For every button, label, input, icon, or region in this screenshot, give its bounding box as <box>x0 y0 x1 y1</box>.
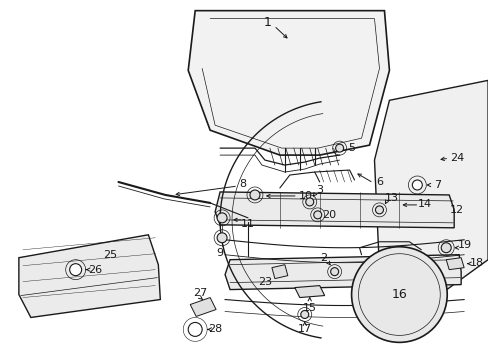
Polygon shape <box>188 11 388 155</box>
Circle shape <box>313 211 321 219</box>
Text: 14: 14 <box>417 199 431 209</box>
Polygon shape <box>215 192 453 228</box>
Text: 5: 5 <box>347 143 354 153</box>
Text: 3: 3 <box>316 185 323 195</box>
Text: 25: 25 <box>103 250 117 260</box>
Text: 15: 15 <box>302 302 316 312</box>
Polygon shape <box>190 298 216 316</box>
Polygon shape <box>224 255 460 289</box>
Text: 10: 10 <box>298 191 312 201</box>
Text: 8: 8 <box>239 179 246 189</box>
Polygon shape <box>271 265 287 279</box>
Text: 27: 27 <box>193 288 207 298</box>
Text: 23: 23 <box>257 276 271 287</box>
Text: 7: 7 <box>433 180 440 190</box>
Text: 12: 12 <box>449 205 463 215</box>
Text: 13: 13 <box>384 193 398 203</box>
Text: 1: 1 <box>264 16 271 29</box>
Circle shape <box>217 213 226 223</box>
Text: 11: 11 <box>241 219 254 229</box>
Circle shape <box>188 323 202 336</box>
Text: 26: 26 <box>88 265 102 275</box>
Text: 2: 2 <box>320 253 326 263</box>
Circle shape <box>351 247 447 342</box>
Polygon shape <box>446 258 463 270</box>
Polygon shape <box>403 155 436 166</box>
Circle shape <box>249 190 260 200</box>
Text: 20: 20 <box>322 210 336 220</box>
Polygon shape <box>19 235 160 318</box>
Circle shape <box>217 233 226 243</box>
Circle shape <box>395 264 403 272</box>
Circle shape <box>411 180 422 190</box>
Circle shape <box>335 144 343 152</box>
Text: 9: 9 <box>216 248 223 258</box>
Text: 16: 16 <box>391 288 407 301</box>
Text: 24: 24 <box>449 153 463 163</box>
Text: 19: 19 <box>457 240 471 250</box>
Text: 22: 22 <box>371 267 386 276</box>
Circle shape <box>69 264 81 276</box>
Circle shape <box>330 268 338 276</box>
Polygon shape <box>294 285 324 298</box>
Circle shape <box>375 206 383 214</box>
Circle shape <box>300 310 308 319</box>
Text: 21: 21 <box>404 263 418 273</box>
Circle shape <box>305 198 313 206</box>
Circle shape <box>440 243 450 253</box>
Text: 6: 6 <box>375 177 382 187</box>
Text: 28: 28 <box>207 324 222 334</box>
Text: 18: 18 <box>469 258 483 268</box>
Polygon shape <box>374 80 487 310</box>
Text: 17: 17 <box>297 324 311 334</box>
